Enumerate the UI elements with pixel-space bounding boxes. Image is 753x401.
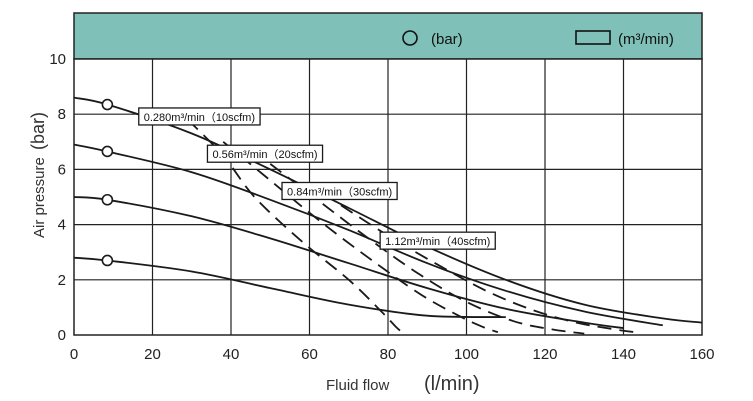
annotation-3: 1.12m³/min（40scfm)	[379, 231, 496, 250]
annotation-labels: 0.280m³/min（10scfm) 0.56m³/min（20scfm) 0.8…	[138, 107, 496, 250]
y-tick-label: 0	[58, 327, 66, 344]
y-tick-label: 6	[58, 161, 66, 178]
x-tick-label: 40	[223, 346, 240, 363]
x-tick-label: 20	[144, 346, 161, 363]
annotation-label: 1.12m³/min（40scfm)	[385, 235, 490, 248]
x-tick-label: 160	[689, 346, 714, 363]
legend-rectangle-icon	[575, 30, 611, 45]
pressure-marker-0	[101, 98, 114, 111]
x-tick-label: 60	[301, 346, 318, 363]
annotation-box	[281, 181, 398, 201]
air-consumption-curve-1	[222, 141, 499, 334]
y-tick-label: 2	[58, 272, 66, 289]
annotation-label: 0.280m³/min（10scfm)	[144, 111, 255, 124]
y-tick-label: 4	[58, 217, 66, 234]
pressure-marker-2	[101, 193, 114, 206]
x-tick-label: 120	[532, 346, 557, 363]
x-axis-title: Fluid flow	[326, 377, 390, 394]
pressure-markers	[101, 98, 114, 267]
y-axis-title: Air pressure	[31, 157, 48, 238]
pressure-marker-1	[101, 145, 114, 158]
annotation-label: 0.84m³/min（30scfm)	[287, 185, 392, 198]
annotation-2: 0.84m³/min（30scfm)	[281, 181, 398, 201]
x-tick-label: 0	[70, 346, 78, 363]
y-tick-label: 10	[49, 51, 66, 68]
pressure-curve-1	[73, 143, 663, 327]
legend-band	[73, 12, 703, 60]
x-tick-label: 80	[380, 346, 397, 363]
pressure-curve-2	[73, 196, 624, 329]
annotation-box	[206, 144, 324, 163]
x-tick-label: 100	[454, 346, 479, 363]
annotation-0: 0.280m³/min（10scfm)	[138, 107, 261, 126]
x-axis-unit: (l/min)	[424, 373, 480, 395]
annotation-box	[138, 107, 261, 126]
x-tick-label: 140	[611, 346, 636, 363]
annotation-1: 0.56m³/min（20scfm)	[206, 144, 324, 163]
legend-flow-label: (m³/min)	[618, 31, 674, 48]
legend-circle-icon	[402, 30, 418, 46]
annotation-label: 0.56m³/min（20scfm)	[212, 148, 317, 161]
tick-labels: 0 20 40 60 80 100 120 140 160 0 2 4 6 8 10	[49, 51, 714, 363]
legend-bar-label: (bar)	[431, 31, 463, 48]
annotation-box	[379, 231, 496, 250]
y-axis-unit: (bar)	[28, 112, 48, 150]
y-tick-label: 8	[58, 106, 66, 123]
pressure-marker-3	[101, 254, 114, 267]
